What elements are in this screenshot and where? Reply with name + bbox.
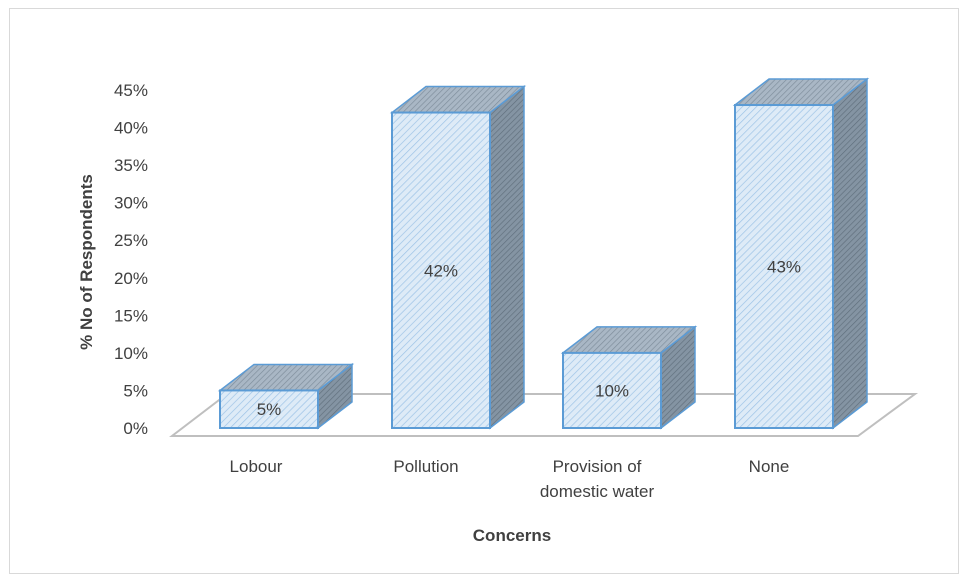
y-tick-label: 45% [114, 81, 148, 100]
y-tick-label: 10% [114, 344, 148, 363]
y-tick-label: 30% [114, 194, 148, 213]
chart-floor [169, 393, 919, 437]
data-label: 10% [595, 381, 629, 400]
x-tick-label: domestic water [540, 482, 655, 501]
y-tick-label: 20% [114, 269, 148, 288]
bar: 10% [560, 325, 698, 430]
y-axis-title: % No of Respondents [77, 174, 96, 350]
y-tick-label: 15% [114, 306, 148, 325]
bar-side-face [489, 85, 525, 430]
y-tick-label: 0% [123, 419, 148, 438]
y-tick-label: 5% [123, 381, 148, 400]
x-tick-label: Pollution [393, 457, 458, 476]
bar-front-face [391, 111, 491, 430]
bar-side-face [832, 77, 868, 430]
bar: 5% [217, 362, 355, 430]
bar: 43% [732, 77, 870, 430]
y-tick-label: 40% [114, 119, 148, 138]
x-tick-label: Provision of [553, 457, 642, 476]
bar-front-face [734, 104, 834, 430]
data-label: 5% [257, 400, 282, 419]
bar-front-face [219, 389, 319, 430]
bar-front-face [562, 351, 662, 429]
y-tick-label: 25% [114, 231, 148, 250]
x-tick-label: Lobour [230, 457, 283, 476]
x-axis-title: Concerns [473, 526, 551, 545]
data-label: 42% [424, 261, 458, 280]
data-label: 43% [767, 258, 801, 277]
bar: 42% [389, 85, 527, 430]
y-tick-label: 35% [114, 156, 148, 175]
x-tick-label: None [749, 457, 790, 476]
